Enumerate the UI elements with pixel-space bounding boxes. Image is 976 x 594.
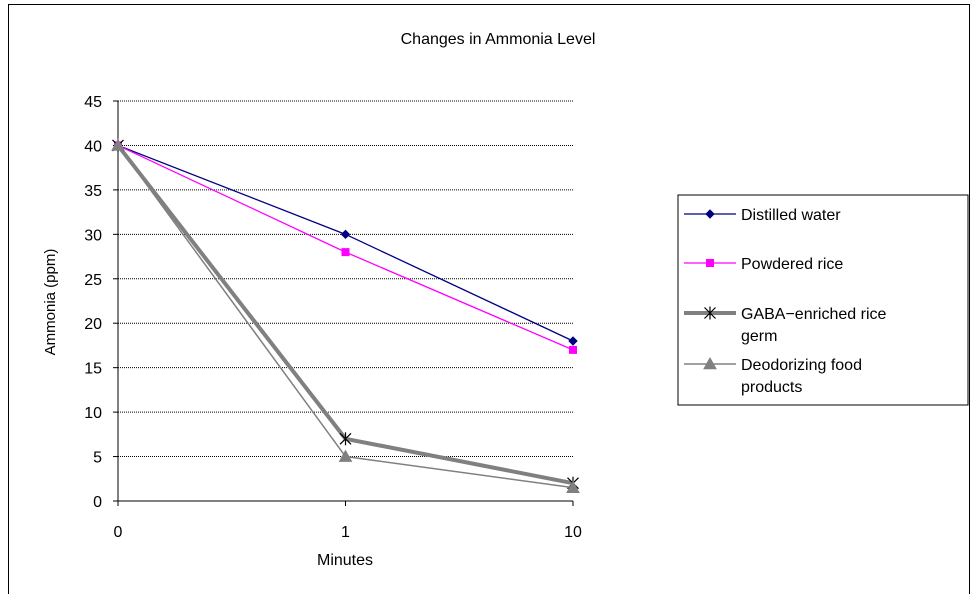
y-tick-label-35: 35 [84, 183, 102, 200]
chart-title: Changes in Ammonia Level [401, 31, 596, 48]
x-tick-label-0: 0 [114, 524, 123, 541]
legend-item-triangle: Deodorizing food products [684, 356, 862, 396]
legend-label-triangle-0: Deodorizing food [741, 357, 862, 374]
series-square [114, 141, 577, 354]
point-star-1 [339, 432, 352, 446]
legend-label-star-0: GABA−enriched rice [741, 306, 887, 323]
legend-label-square-0: Powdered rice [741, 256, 843, 273]
point-diamond-1 [340, 229, 351, 240]
legend-item-square: Powdered rice [684, 256, 843, 273]
point-triangle-1 [338, 449, 353, 462]
legend-marker-square [706, 259, 714, 267]
y-tick-label-20: 20 [84, 316, 102, 333]
legend-box [677, 194, 969, 406]
series-lines [111, 138, 580, 493]
y-axis-label: Ammonia (ppm) [42, 249, 59, 356]
y-tick-label-5: 5 [93, 450, 102, 467]
y-tick-labels: 0 5 10 15 20 25 30 35 40 45 [84, 94, 102, 511]
legend-marker-triangle [703, 356, 717, 370]
series-star [112, 138, 579, 490]
x-tick-label-10: 10 [564, 524, 582, 541]
point-triangle-10 [566, 480, 580, 493]
y-tick-label-25: 25 [84, 272, 102, 289]
y-tick-label-40: 40 [84, 138, 102, 155]
axes [113, 100, 574, 506]
y-tick-label-0: 0 [93, 494, 102, 511]
series-triangle [111, 138, 580, 493]
y-tick-label-45: 45 [84, 94, 102, 111]
legend-item-diamond: Distilled water [684, 207, 841, 224]
y-tick-label-15: 15 [84, 361, 102, 378]
x-tick-label-1: 1 [341, 524, 350, 541]
point-square-10 [569, 345, 577, 354]
series-line-square [117, 144, 574, 351]
y-tick-label-10: 10 [84, 405, 102, 422]
series-diamond [113, 140, 578, 346]
grid-lines [118, 100, 573, 458]
x-tick-labels: 0 1 10 [114, 524, 582, 541]
legend-marker-diamond [705, 209, 715, 219]
legend-label-star-1: germ [741, 328, 777, 345]
x-axis-label: Minutes [317, 552, 373, 569]
legend-label-triangle-1: products [741, 379, 802, 396]
point-triangle-0 [111, 138, 125, 151]
legend-item-star: GABA−enriched rice germ [684, 306, 887, 345]
legend-label-diamond-0: Distilled water [741, 207, 841, 224]
point-square-1 [341, 248, 350, 257]
series-line-diamond [117, 144, 574, 342]
legend: Distilled water Powdered rice GABA−enriche… [677, 194, 969, 406]
y-tick-label-30: 30 [84, 227, 102, 244]
legend-marker-star [704, 306, 716, 320]
point-diamond-10 [568, 336, 578, 346]
